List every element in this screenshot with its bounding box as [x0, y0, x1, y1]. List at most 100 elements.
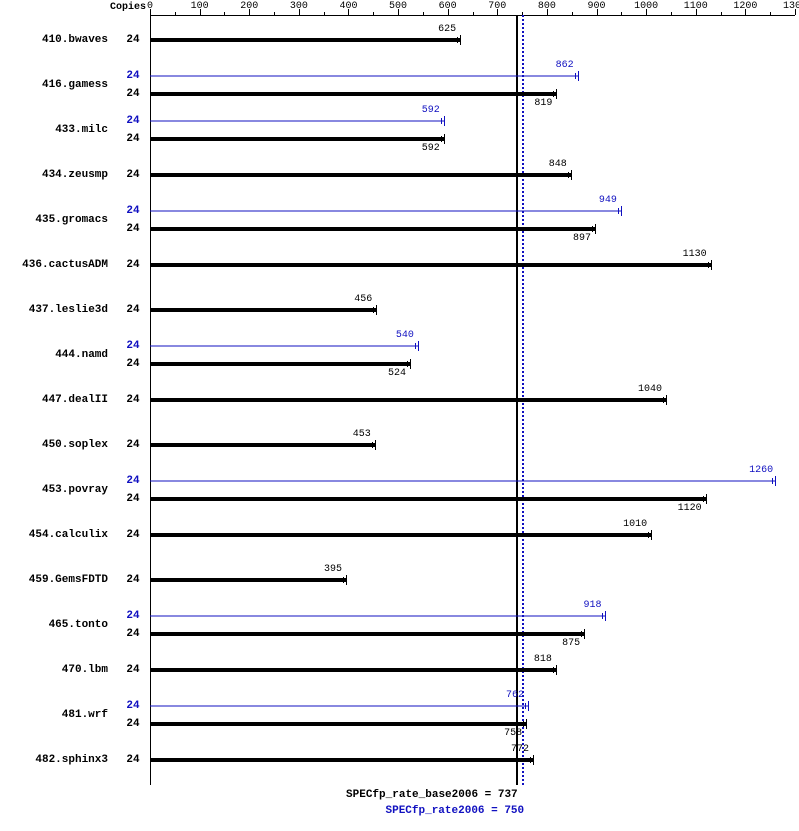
- base-bar-cap: [571, 170, 572, 180]
- base-bar-cap: [346, 575, 347, 585]
- base-value-label: 772: [511, 744, 529, 755]
- base-bar: [150, 668, 556, 672]
- base-bar-tick: [703, 496, 704, 502]
- copies-value: 24: [118, 610, 148, 622]
- copies-value: 24: [118, 205, 148, 217]
- copies-value: 24: [118, 439, 148, 451]
- base-bar: [150, 227, 595, 231]
- peak-bar-tick: [602, 613, 603, 619]
- base-bar: [150, 722, 526, 726]
- base-bar: [150, 362, 410, 366]
- peak-bar-cap: [444, 116, 445, 126]
- base-bar-tick: [708, 262, 709, 268]
- copies-value: 24: [118, 304, 148, 316]
- copies-value: 24: [118, 259, 148, 271]
- copies-value: 24: [118, 700, 148, 712]
- base-bar-cap: [533, 755, 534, 765]
- copies-value: 24: [118, 115, 148, 127]
- benchmark-label: 435.gromacs: [0, 214, 108, 226]
- benchmark-label: 416.gamess: [0, 79, 108, 91]
- peak-bar-cap: [621, 206, 622, 216]
- copies-value: 24: [118, 475, 148, 487]
- copies-value: 24: [118, 628, 148, 640]
- axis-tick-label: 1300: [783, 1, 799, 12]
- base-bar: [150, 578, 346, 582]
- base-bar-cap: [584, 629, 585, 639]
- base-bar-tick: [530, 757, 531, 763]
- axis-tick: [274, 12, 275, 15]
- copies-value: 24: [118, 718, 148, 730]
- base-bar-cap: [556, 665, 557, 675]
- axis-tick: [721, 12, 722, 15]
- base-value-label: 453: [353, 429, 371, 440]
- reference-label: SPECfp_rate_base2006 = 737: [346, 789, 518, 801]
- peak-value-label: 862: [556, 60, 574, 71]
- peak-value-label: 918: [583, 600, 601, 611]
- benchmark-label: 447.dealII: [0, 394, 108, 406]
- base-value-label: 897: [573, 233, 591, 244]
- benchmark-label: 444.namd: [0, 349, 108, 361]
- axis-tick: [473, 12, 474, 15]
- base-bar: [150, 758, 533, 762]
- benchmark-label: 481.wrf: [0, 709, 108, 721]
- base-bar-cap: [556, 89, 557, 99]
- base-value-label: 758: [504, 728, 522, 739]
- peak-value-label: 540: [396, 330, 414, 341]
- axis-tick-label: 600: [439, 1, 457, 12]
- benchmark-label: 465.tonto: [0, 619, 108, 631]
- base-bar-tick: [372, 442, 373, 448]
- base-value-label: 1120: [678, 503, 702, 514]
- base-bar-cap: [526, 719, 527, 729]
- copies-header: Copies: [110, 2, 146, 13]
- base-bar-tick: [441, 136, 442, 142]
- copies-value: 24: [118, 340, 148, 352]
- peak-bar-tick: [525, 703, 526, 709]
- base-bar-tick: [457, 37, 458, 43]
- axis-tick: [621, 12, 622, 15]
- copies-value: 24: [118, 133, 148, 145]
- copies-value: 24: [118, 223, 148, 235]
- axis-tick-label: 400: [339, 1, 357, 12]
- base-bar: [150, 137, 444, 141]
- base-bar: [150, 443, 375, 447]
- peak-bar-tick: [772, 478, 773, 484]
- benchmark-label: 454.calculix: [0, 529, 108, 541]
- base-bar: [150, 533, 651, 537]
- peak-bar: [150, 121, 444, 122]
- base-bar: [150, 173, 571, 177]
- base-bar-tick: [553, 667, 554, 673]
- axis-tick-label: 200: [240, 1, 258, 12]
- base-bar: [150, 92, 556, 96]
- peak-bar-tick: [415, 343, 416, 349]
- axis-tick-label: 1200: [733, 1, 757, 12]
- base-bar-cap: [666, 395, 667, 405]
- axis-tick-label: 0: [147, 1, 153, 12]
- base-bar: [150, 632, 584, 636]
- axis-tick-label: 1000: [634, 1, 658, 12]
- base-value-label: 818: [534, 654, 552, 665]
- base-value-label: 625: [438, 24, 456, 35]
- base-bar: [150, 398, 666, 402]
- peak-bar: [150, 616, 605, 617]
- peak-bar: [150, 76, 578, 77]
- base-bar: [150, 497, 706, 501]
- base-bar-tick: [663, 397, 664, 403]
- base-bar: [150, 308, 376, 312]
- axis-tick-label: 100: [191, 1, 209, 12]
- benchmark-label: 450.soplex: [0, 439, 108, 451]
- base-value-label: 1040: [638, 384, 662, 395]
- base-bar-tick: [568, 172, 569, 178]
- base-bar-tick: [592, 226, 593, 232]
- axis-tick: [175, 12, 176, 15]
- base-bar-cap: [595, 224, 596, 234]
- axis-tick-label: 1100: [684, 1, 708, 12]
- peak-value-label: 949: [599, 195, 617, 206]
- copies-value: 24: [118, 169, 148, 181]
- benchmark-label: 470.lbm: [0, 664, 108, 676]
- base-value-label: 875: [562, 638, 580, 649]
- benchmark-label: 436.cactusADM: [0, 259, 108, 271]
- base-bar-tick: [373, 307, 374, 313]
- copies-value: 24: [118, 493, 148, 505]
- benchmark-label: 437.leslie3d: [0, 304, 108, 316]
- copies-value: 24: [118, 574, 148, 586]
